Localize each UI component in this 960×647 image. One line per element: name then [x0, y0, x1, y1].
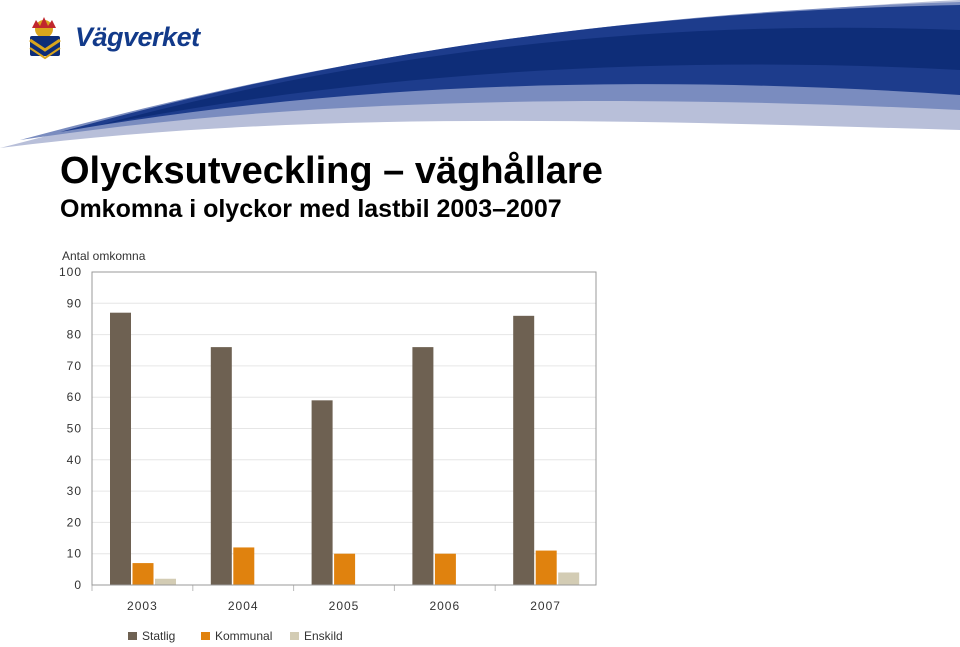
legend-label: Kommunal — [215, 629, 272, 643]
y-tick-label: 20 — [67, 515, 82, 529]
x-tick-label: 2004 — [228, 599, 259, 613]
x-tick-label: 2007 — [530, 599, 561, 613]
y-tick-labels: 0 10 20 30 40 50 60 70 80 90 100 — [59, 265, 82, 592]
bar-enskild-2003 — [155, 578, 176, 585]
legend-label: Statlig — [142, 629, 175, 643]
page-title: Olycksutveckling – väghållare — [60, 150, 603, 192]
legend-swatch — [128, 632, 137, 640]
x-tick-label: 2005 — [329, 599, 360, 613]
bar-statlig-2007 — [513, 315, 535, 585]
bar-statlig-2003 — [110, 312, 131, 585]
y-tick-label: 90 — [67, 296, 82, 310]
y-tick-label: 60 — [67, 390, 82, 404]
bar-chart: Antal omkomna 0 10 20 30 40 50 60 70 80 90 100 200… — [59, 249, 597, 643]
bar-kommunal-2006 — [434, 553, 456, 585]
y-tick-label: 70 — [67, 359, 82, 373]
bar-kommunal-2004 — [233, 547, 255, 585]
legend-label: Enskild — [304, 629, 343, 643]
bar-kommunal-2005 — [334, 553, 356, 585]
legend: Statlig Kommunal Enskild — [128, 629, 343, 643]
bar-kommunal-2003 — [132, 563, 154, 585]
x-tick-label: 2003 — [127, 599, 158, 613]
y-tick-label: 10 — [67, 547, 82, 561]
plot-frame — [91, 271, 597, 586]
y-tick-label: 80 — [67, 328, 82, 342]
bars — [110, 312, 580, 585]
x-tick-labels: 2003 2004 2005 2006 2007 — [91, 585, 561, 613]
y-tick-label: 0 — [74, 578, 82, 592]
x-tick-label: 2006 — [429, 599, 460, 613]
y-tick-label: 100 — [59, 265, 82, 279]
legend-swatch — [201, 632, 210, 640]
header-banner — [0, 0, 960, 150]
plot-border — [91, 271, 597, 586]
bar-enskild-2007 — [558, 572, 580, 585]
legend-swatch — [290, 632, 299, 640]
crown-logo-icon — [29, 17, 61, 60]
page-subtitle: Omkomna i olyckor med lastbil 2003–2007 — [60, 195, 562, 223]
bar-statlig-2004 — [210, 347, 232, 585]
bar-kommunal-2007 — [535, 550, 557, 585]
y-tick-label: 30 — [67, 484, 82, 498]
brand-name: Vägverket — [75, 22, 200, 52]
y-axis-label: Antal omkomna — [62, 249, 146, 263]
y-tick-label: 50 — [67, 422, 82, 436]
bar-statlig-2005 — [311, 400, 333, 585]
y-tick-label: 40 — [67, 453, 82, 467]
bar-statlig-2006 — [412, 347, 434, 585]
